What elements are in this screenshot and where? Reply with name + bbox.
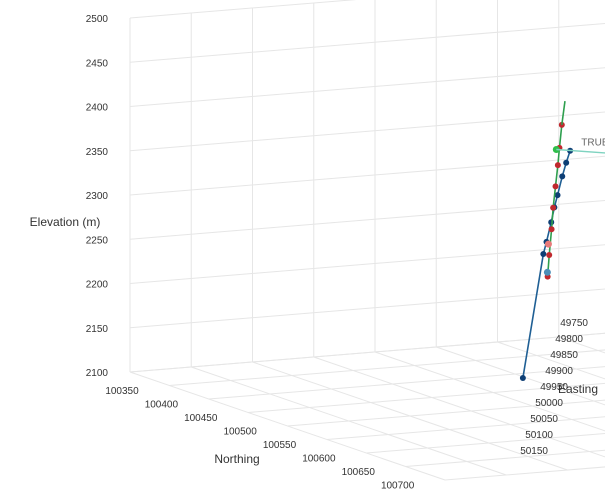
y-tick-label: 50100 xyxy=(525,430,553,441)
y-tick-label: 49950 xyxy=(540,382,568,393)
side-wall-gridline xyxy=(129,288,605,329)
z-tick-label: 2250 xyxy=(86,235,109,246)
floor-gridline xyxy=(129,371,446,481)
x-tick-label: 100500 xyxy=(223,427,257,438)
tick-labels: 2100 2150 2200 2250 2300 2350 2400 2450 2500 1003… xyxy=(86,14,589,492)
z-tick-label: 2350 xyxy=(86,147,109,158)
true-north-label: TRUE North xyxy=(581,137,605,148)
gridlines xyxy=(129,0,605,481)
x-tick-label: 100400 xyxy=(145,400,179,411)
floor-gridline xyxy=(405,449,605,467)
data-point xyxy=(546,252,553,259)
y-tick-label: 50150 xyxy=(520,446,548,457)
data-point xyxy=(519,374,526,381)
y-axis-title: Easting xyxy=(558,382,598,396)
data-point xyxy=(548,226,555,233)
z-tick-label: 2300 xyxy=(86,191,109,202)
side-wall-gridline xyxy=(129,332,605,373)
y-tick-label: 49750 xyxy=(560,318,588,329)
side-wall-gridline xyxy=(129,111,605,152)
data-point xyxy=(563,159,570,166)
data-point xyxy=(540,251,547,258)
side-wall-gridline xyxy=(129,67,605,107)
floor-gridline xyxy=(444,466,605,481)
data-point xyxy=(554,162,561,169)
y-tick-label: 49900 xyxy=(545,366,573,377)
floor-gridline xyxy=(252,361,568,471)
annotation-layer: TRUE North xyxy=(556,137,605,154)
x-tick-label: 100700 xyxy=(381,481,415,492)
floor-gridline xyxy=(497,341,605,380)
true-north-line xyxy=(556,148,605,154)
x-tick-label: 100550 xyxy=(263,440,297,451)
z-tick-label: 2500 xyxy=(86,14,109,25)
z-tick-label: 2200 xyxy=(86,280,109,291)
side-wall-gridline xyxy=(129,199,605,240)
y-tick-label: 50050 xyxy=(530,414,558,425)
z-tick-label: 2450 xyxy=(86,58,109,69)
x-tick-label: 100350 xyxy=(105,386,139,397)
data-point xyxy=(554,192,561,199)
z-tick-label: 2100 xyxy=(86,368,109,379)
y-tick-label: 49800 xyxy=(555,334,583,345)
z-tick-label: 2150 xyxy=(86,324,109,335)
floor-gridline xyxy=(313,356,605,458)
x-tick-label: 100650 xyxy=(342,467,376,478)
y-tick-label: 49850 xyxy=(550,350,578,361)
floor-gridline xyxy=(436,346,605,406)
y-tick-label: 50000 xyxy=(535,398,563,409)
floor-gridline xyxy=(374,351,605,432)
highlight-point xyxy=(544,240,552,248)
side-wall-gridline xyxy=(129,155,605,196)
x-tick-label: 100450 xyxy=(184,413,218,424)
data-point xyxy=(559,173,566,180)
z-axis-title: Elevation (m) xyxy=(30,215,101,229)
floor-gridline xyxy=(366,433,605,454)
side-wall-gridline xyxy=(129,0,357,19)
x-axis-title: Northing xyxy=(214,452,259,466)
highlight-point xyxy=(543,268,551,276)
side-wall-gridline xyxy=(129,244,605,284)
side-wall-gridline xyxy=(129,22,605,63)
z-tick-label: 2400 xyxy=(86,103,109,114)
data-point xyxy=(552,183,559,190)
x-tick-label: 100600 xyxy=(302,454,336,465)
data-point xyxy=(550,204,557,211)
series-line xyxy=(561,101,566,125)
floor-gridline xyxy=(191,366,507,476)
